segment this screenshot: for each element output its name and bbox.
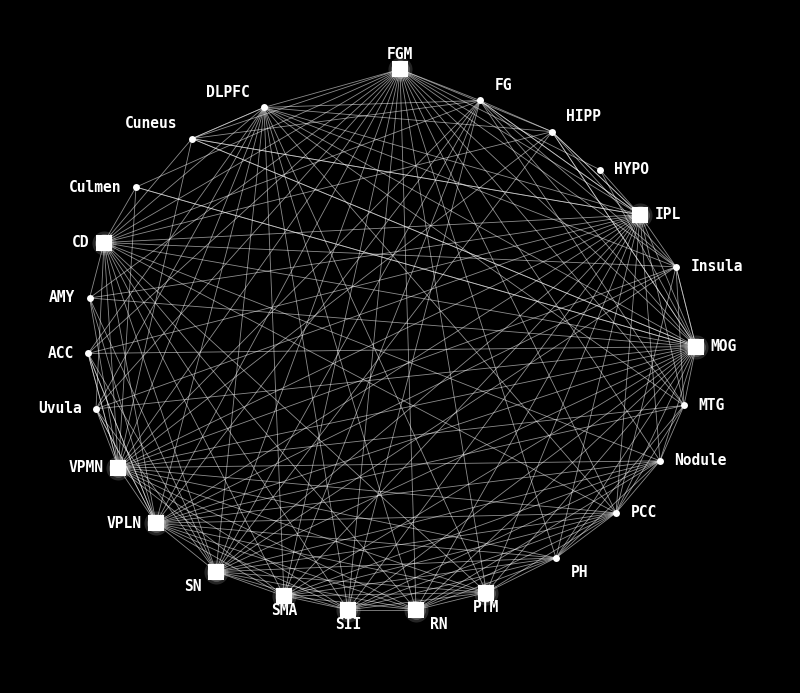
Point (112, 462, 125, 473)
Text: MOG: MOG (710, 339, 737, 354)
Text: ACC: ACC (47, 346, 74, 361)
Point (150, 518, 162, 529)
Point (342, 604, 354, 615)
Point (150, 518, 162, 529)
Text: PTM: PTM (474, 600, 499, 615)
Point (394, 64, 406, 75)
Point (90, 403, 102, 414)
Text: Cuneus: Cuneus (125, 116, 178, 131)
Point (342, 604, 354, 615)
Point (670, 261, 682, 272)
Point (342, 604, 354, 615)
Text: IPL: IPL (654, 207, 681, 222)
Text: SMA: SMA (271, 604, 297, 618)
Point (150, 518, 162, 529)
Point (690, 341, 702, 352)
Text: HYPO: HYPO (614, 162, 650, 177)
Text: HIPP: HIPP (566, 109, 602, 124)
Text: CD: CD (72, 235, 90, 250)
Text: SN: SN (184, 579, 202, 594)
Text: VPLN: VPLN (106, 516, 142, 531)
Point (82, 348, 94, 359)
Point (278, 590, 290, 602)
Point (410, 604, 422, 615)
Point (98, 237, 110, 248)
Point (112, 462, 125, 473)
Point (690, 341, 702, 352)
Point (474, 95, 486, 106)
Point (186, 133, 198, 144)
Point (394, 64, 406, 75)
Text: Uvula: Uvula (38, 401, 82, 416)
Point (634, 209, 646, 220)
Point (480, 587, 493, 598)
Point (98, 237, 110, 248)
Point (98, 237, 110, 248)
Text: SII: SII (335, 617, 361, 632)
Point (98, 237, 110, 248)
Text: Nodule: Nodule (674, 453, 727, 468)
Point (634, 209, 646, 220)
Point (480, 587, 493, 598)
Point (210, 566, 222, 577)
Text: AMY: AMY (49, 290, 75, 306)
Point (394, 64, 406, 75)
Point (394, 64, 406, 75)
Point (690, 341, 702, 352)
Text: VPMN: VPMN (69, 460, 104, 475)
Text: DLPFC: DLPFC (206, 85, 250, 100)
Point (546, 126, 558, 137)
Text: PH: PH (570, 565, 588, 580)
Text: PCC: PCC (630, 505, 657, 520)
Point (480, 587, 493, 598)
Point (410, 604, 422, 615)
Text: FG: FG (494, 78, 512, 93)
Point (83, 292, 96, 304)
Text: RN: RN (430, 617, 448, 632)
Text: Insula: Insula (690, 259, 743, 274)
Point (634, 209, 646, 220)
Point (278, 590, 290, 602)
Text: MTG: MTG (698, 398, 725, 413)
Point (594, 164, 606, 175)
Point (150, 518, 162, 529)
Text: Culmen: Culmen (69, 179, 122, 195)
Point (278, 590, 290, 602)
Point (112, 462, 125, 473)
Point (410, 604, 422, 615)
Point (610, 507, 622, 518)
Point (210, 566, 222, 577)
Point (342, 604, 354, 615)
Point (130, 182, 142, 193)
Text: FGM: FGM (387, 47, 413, 62)
Point (210, 566, 222, 577)
Point (550, 552, 562, 563)
Point (480, 587, 493, 598)
Point (678, 400, 690, 411)
Point (690, 341, 702, 352)
Point (258, 102, 270, 113)
Point (634, 209, 646, 220)
Point (112, 462, 125, 473)
Point (654, 455, 666, 466)
Point (210, 566, 222, 577)
Point (410, 604, 422, 615)
Point (278, 590, 290, 602)
